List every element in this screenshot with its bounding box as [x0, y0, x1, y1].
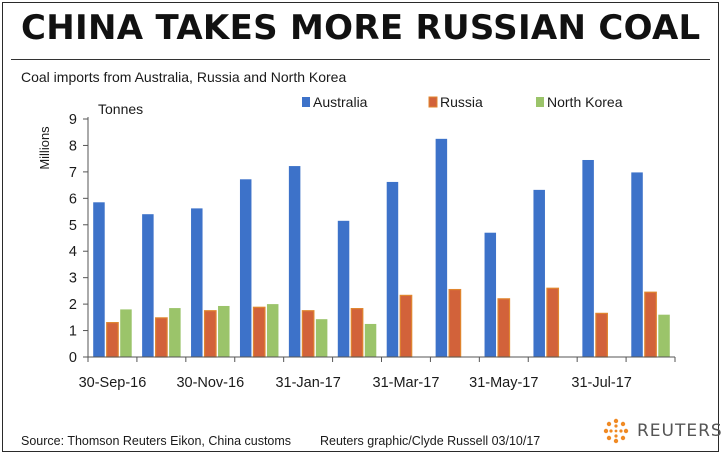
bar-north-korea — [218, 305, 230, 357]
reuters-logo: REUTERS — [603, 418, 723, 444]
graphic-credit: Reuters graphic/Clyde Russell 03/10/17 — [320, 434, 541, 448]
bar-russia — [106, 322, 119, 358]
bar-australia — [191, 208, 203, 357]
bar-australia — [582, 159, 594, 357]
legend-label-north-korea: North Korea — [547, 94, 623, 110]
unit-label: Tonnes — [98, 101, 143, 117]
bar-north-korea — [266, 304, 279, 357]
bar-australia — [435, 138, 448, 357]
legend-swatch-australia — [302, 97, 310, 107]
bar-russia — [301, 310, 315, 358]
bar-russia — [155, 317, 168, 358]
y-tick-label: 0 — [69, 350, 77, 366]
bar-russia — [546, 287, 560, 358]
bar-north-korea — [169, 308, 181, 357]
legend-label-russia: Russia — [440, 94, 483, 110]
chart-title: CHINA TAKES MORE RUSSIAN COAL — [21, 8, 701, 48]
bar-australia — [93, 202, 105, 357]
y-tick-label: 3 — [69, 271, 77, 287]
bar-russia — [448, 288, 462, 358]
title-divider — [11, 59, 710, 60]
bar-australia — [533, 189, 545, 357]
reuters-dots-icon — [603, 418, 629, 444]
y-tick-label: 7 — [69, 165, 77, 181]
bar-russia — [350, 308, 364, 358]
bar-russia — [595, 312, 608, 358]
bar-russia — [252, 306, 266, 358]
y-tick-label: 1 — [69, 324, 77, 340]
y-tick-label: 8 — [69, 138, 77, 154]
x-tick-label: 31-Mar-17 — [373, 375, 440, 391]
legend-swatch-russia — [428, 96, 438, 108]
x-tick-label: 30-Nov-16 — [176, 375, 244, 391]
bar-north-korea — [364, 323, 377, 357]
y-tick-label: 4 — [69, 244, 77, 260]
y-axis-label: Millions — [37, 126, 52, 170]
bar-north-korea — [315, 319, 328, 357]
source-note: Source: Thomson Reuters Eikon, China cus… — [21, 434, 292, 448]
x-tick-label: 31-Jan-17 — [275, 375, 340, 391]
bar-australia — [484, 232, 497, 357]
bar-russia — [399, 294, 413, 358]
bar-russia — [203, 310, 217, 358]
bar-australia — [337, 220, 350, 357]
x-tick-label: 31-May-17 — [469, 375, 538, 391]
bar-russia — [644, 291, 657, 358]
legend-swatch-north-korea — [536, 97, 544, 107]
bar-australia — [142, 214, 154, 357]
bar-australia — [239, 179, 252, 357]
y-tick-label: 2 — [69, 297, 77, 313]
bar-australia — [288, 166, 301, 357]
bar-north-korea — [120, 309, 132, 357]
bar-australia — [631, 172, 643, 357]
coal-imports-bar-chart: Millions Tonnes 0 1 2 3 4 5 6 7 8 9 30-Sep-16 30-Nov-… — [37, 94, 676, 391]
legend-label-australia: Australia — [313, 94, 368, 110]
y-tick-label: 5 — [69, 218, 77, 234]
brand-name: REUTERS — [637, 421, 723, 441]
x-tick-label: 31-Jul-17 — [571, 375, 631, 391]
y-tick-label: 9 — [69, 112, 77, 128]
y-tick-label: 6 — [69, 191, 77, 207]
chart-subtitle: Coal imports from Australia, Russia and … — [21, 69, 347, 85]
x-tick-label: 30-Sep-16 — [79, 375, 147, 391]
bar-australia — [386, 181, 399, 357]
bar-north-korea — [658, 314, 670, 357]
bar-russia — [497, 298, 511, 358]
